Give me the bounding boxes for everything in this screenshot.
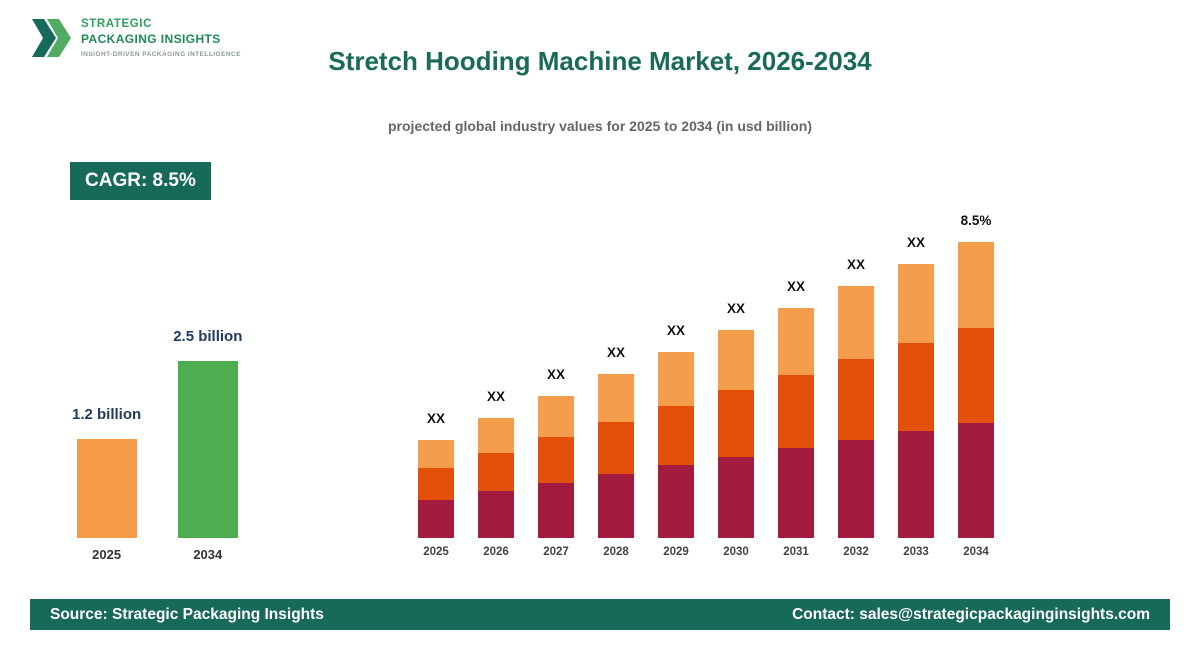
stacked-bar-year-label: 2029	[663, 546, 689, 558]
logo-line1: STRATEGIC	[81, 18, 152, 30]
logo-chevrons-icon	[30, 14, 72, 67]
stacked-bar-value-label: XX	[486, 389, 505, 404]
stacked-bar-segment	[718, 456, 754, 538]
stacked-bar-group: XX 2028	[598, 345, 634, 558]
stacked-bar-segment	[958, 422, 994, 538]
mini-bar-group: 2.5 billion 2034	[173, 328, 242, 562]
mini-bar-value-label: 2.5 billion	[173, 328, 243, 345]
stacked-bar-year-label: 2031	[783, 546, 809, 558]
logo-line2: PACKAGING INSIGHTS	[81, 31, 221, 46]
stacked-bar-segment	[898, 431, 934, 538]
stacked-bar-segment	[478, 491, 514, 538]
stacked-bar-value-label: 8.5%	[960, 213, 992, 228]
stacked-bar-value-label: XX	[846, 257, 865, 272]
stacked-bar-segment	[718, 330, 754, 391]
stacked-bar-group: XX 2029	[658, 323, 694, 558]
stacked-bar-segment	[838, 439, 874, 538]
stacked-bar-segment	[598, 421, 634, 475]
stacked-bar-group: XX 2027	[538, 367, 574, 558]
logo-text: STRATEGIC PACKAGING INSIGHTS INSIGHT-DRI…	[81, 14, 241, 58]
stacked-bar-group: XX 2025	[418, 411, 454, 558]
stacked-bar	[418, 440, 454, 538]
stacked-bar	[898, 264, 934, 538]
stacked-bar-segment	[478, 452, 514, 492]
stacked-bar-year-label: 2030	[723, 546, 749, 558]
stacked-bar	[478, 418, 514, 538]
mini-bar-group: 1.2 billion 2025	[72, 406, 141, 562]
stacked-bar-segment	[778, 448, 814, 538]
stacked-bar	[838, 286, 874, 538]
stacked-bar-segment	[718, 390, 754, 457]
stacked-bar-value-label: XX	[426, 411, 445, 426]
stacked-bar-segment	[778, 374, 814, 449]
stacked-bar	[598, 374, 634, 538]
stacked-bar	[958, 242, 994, 538]
stacked-bar-value-label: XX	[666, 323, 685, 338]
stacked-bar-segment	[418, 468, 454, 500]
cagr-badge: CAGR: 8.5%	[70, 162, 211, 200]
stacked-bar-group: XX 2030	[718, 301, 754, 558]
stacked-bar-year-label: 2026	[483, 546, 509, 558]
stacked-bar-year-label: 2027	[543, 546, 569, 558]
stacked-bar-segment	[418, 499, 454, 538]
stacked-bar-segment	[658, 465, 694, 538]
stacked-bar	[538, 396, 574, 538]
stacked-bar-segment	[958, 242, 994, 328]
mini-bar-value-label: 1.2 billion	[72, 406, 142, 423]
stacked-bar-value-label: XX	[906, 235, 925, 250]
stacked-bar-segment	[478, 418, 514, 453]
stacked-bar-group: 8.5% 2034	[958, 213, 994, 558]
stacked-bar-segment	[538, 437, 574, 483]
mini-bar	[76, 439, 137, 538]
growth-summary-chart: 1.2 billion 2025 2.5 billion 2034	[72, 328, 242, 562]
page-title: Stretch Hooding Machine Market, 2026-203…	[328, 46, 872, 76]
stacked-bar	[658, 352, 694, 538]
stacked-bar-value-label: XX	[546, 367, 565, 382]
stacked-bar	[778, 308, 814, 538]
mini-bar-year-label: 2025	[92, 547, 122, 562]
stacked-bar-year-label: 2028	[603, 546, 629, 558]
stacked-bar-segment	[898, 264, 934, 344]
stacked-bar-segment	[898, 343, 934, 432]
stacked-bar-group: XX 2032	[838, 257, 874, 558]
stacked-bar-segment	[658, 405, 694, 466]
stacked-bar-segment	[538, 482, 574, 538]
stacked-bar-segment	[418, 440, 454, 469]
stacked-bar-segment	[598, 374, 634, 422]
stacked-bar-segment	[838, 359, 874, 440]
footer-source: Source: Strategic Packaging Insights	[50, 605, 324, 623]
stacked-bar-year-label: 2025	[423, 546, 449, 558]
stacked-bar-segment	[778, 308, 814, 375]
stacked-bar	[718, 330, 754, 538]
page-subtitle: projected global industry values for 202…	[388, 118, 812, 134]
stacked-bar-group: XX 2026	[478, 389, 514, 558]
stacked-bar-value-label: XX	[606, 345, 625, 360]
stacked-bar-value-label: XX	[726, 301, 745, 316]
stacked-bar-group: XX 2033	[898, 235, 934, 558]
stacked-bar-segment	[538, 396, 574, 438]
footer-contact: Contact: sales@strategicpackaginginsight…	[792, 605, 1150, 623]
footer-bar: Source: Strategic Packaging Insights Con…	[30, 599, 1170, 630]
stacked-bar-segment	[598, 474, 634, 538]
stacked-bar-segment	[838, 286, 874, 360]
mini-bar	[177, 361, 238, 538]
stacked-bar-group: XX 2031	[778, 279, 814, 558]
mini-bar-year-label: 2034	[193, 547, 223, 562]
stacked-bar-segment	[958, 327, 994, 423]
stacked-bar-year-label: 2034	[963, 546, 989, 558]
stacked-bar-year-label: 2033	[903, 546, 929, 558]
stacked-chart: XX 2025 XX 2026 XX 2027 XX 2028 XX 2029 XX 2030 XX 20…	[418, 213, 994, 558]
logo: STRATEGIC PACKAGING INSIGHTS INSIGHT-DRI…	[30, 14, 241, 67]
stacked-bar-year-label: 2032	[843, 546, 869, 558]
logo-tagline: INSIGHT-DRIVEN PACKAGING INTELLIGENCE	[81, 51, 241, 59]
stacked-bar-segment	[658, 352, 694, 406]
stacked-bar-value-label: XX	[786, 279, 805, 294]
